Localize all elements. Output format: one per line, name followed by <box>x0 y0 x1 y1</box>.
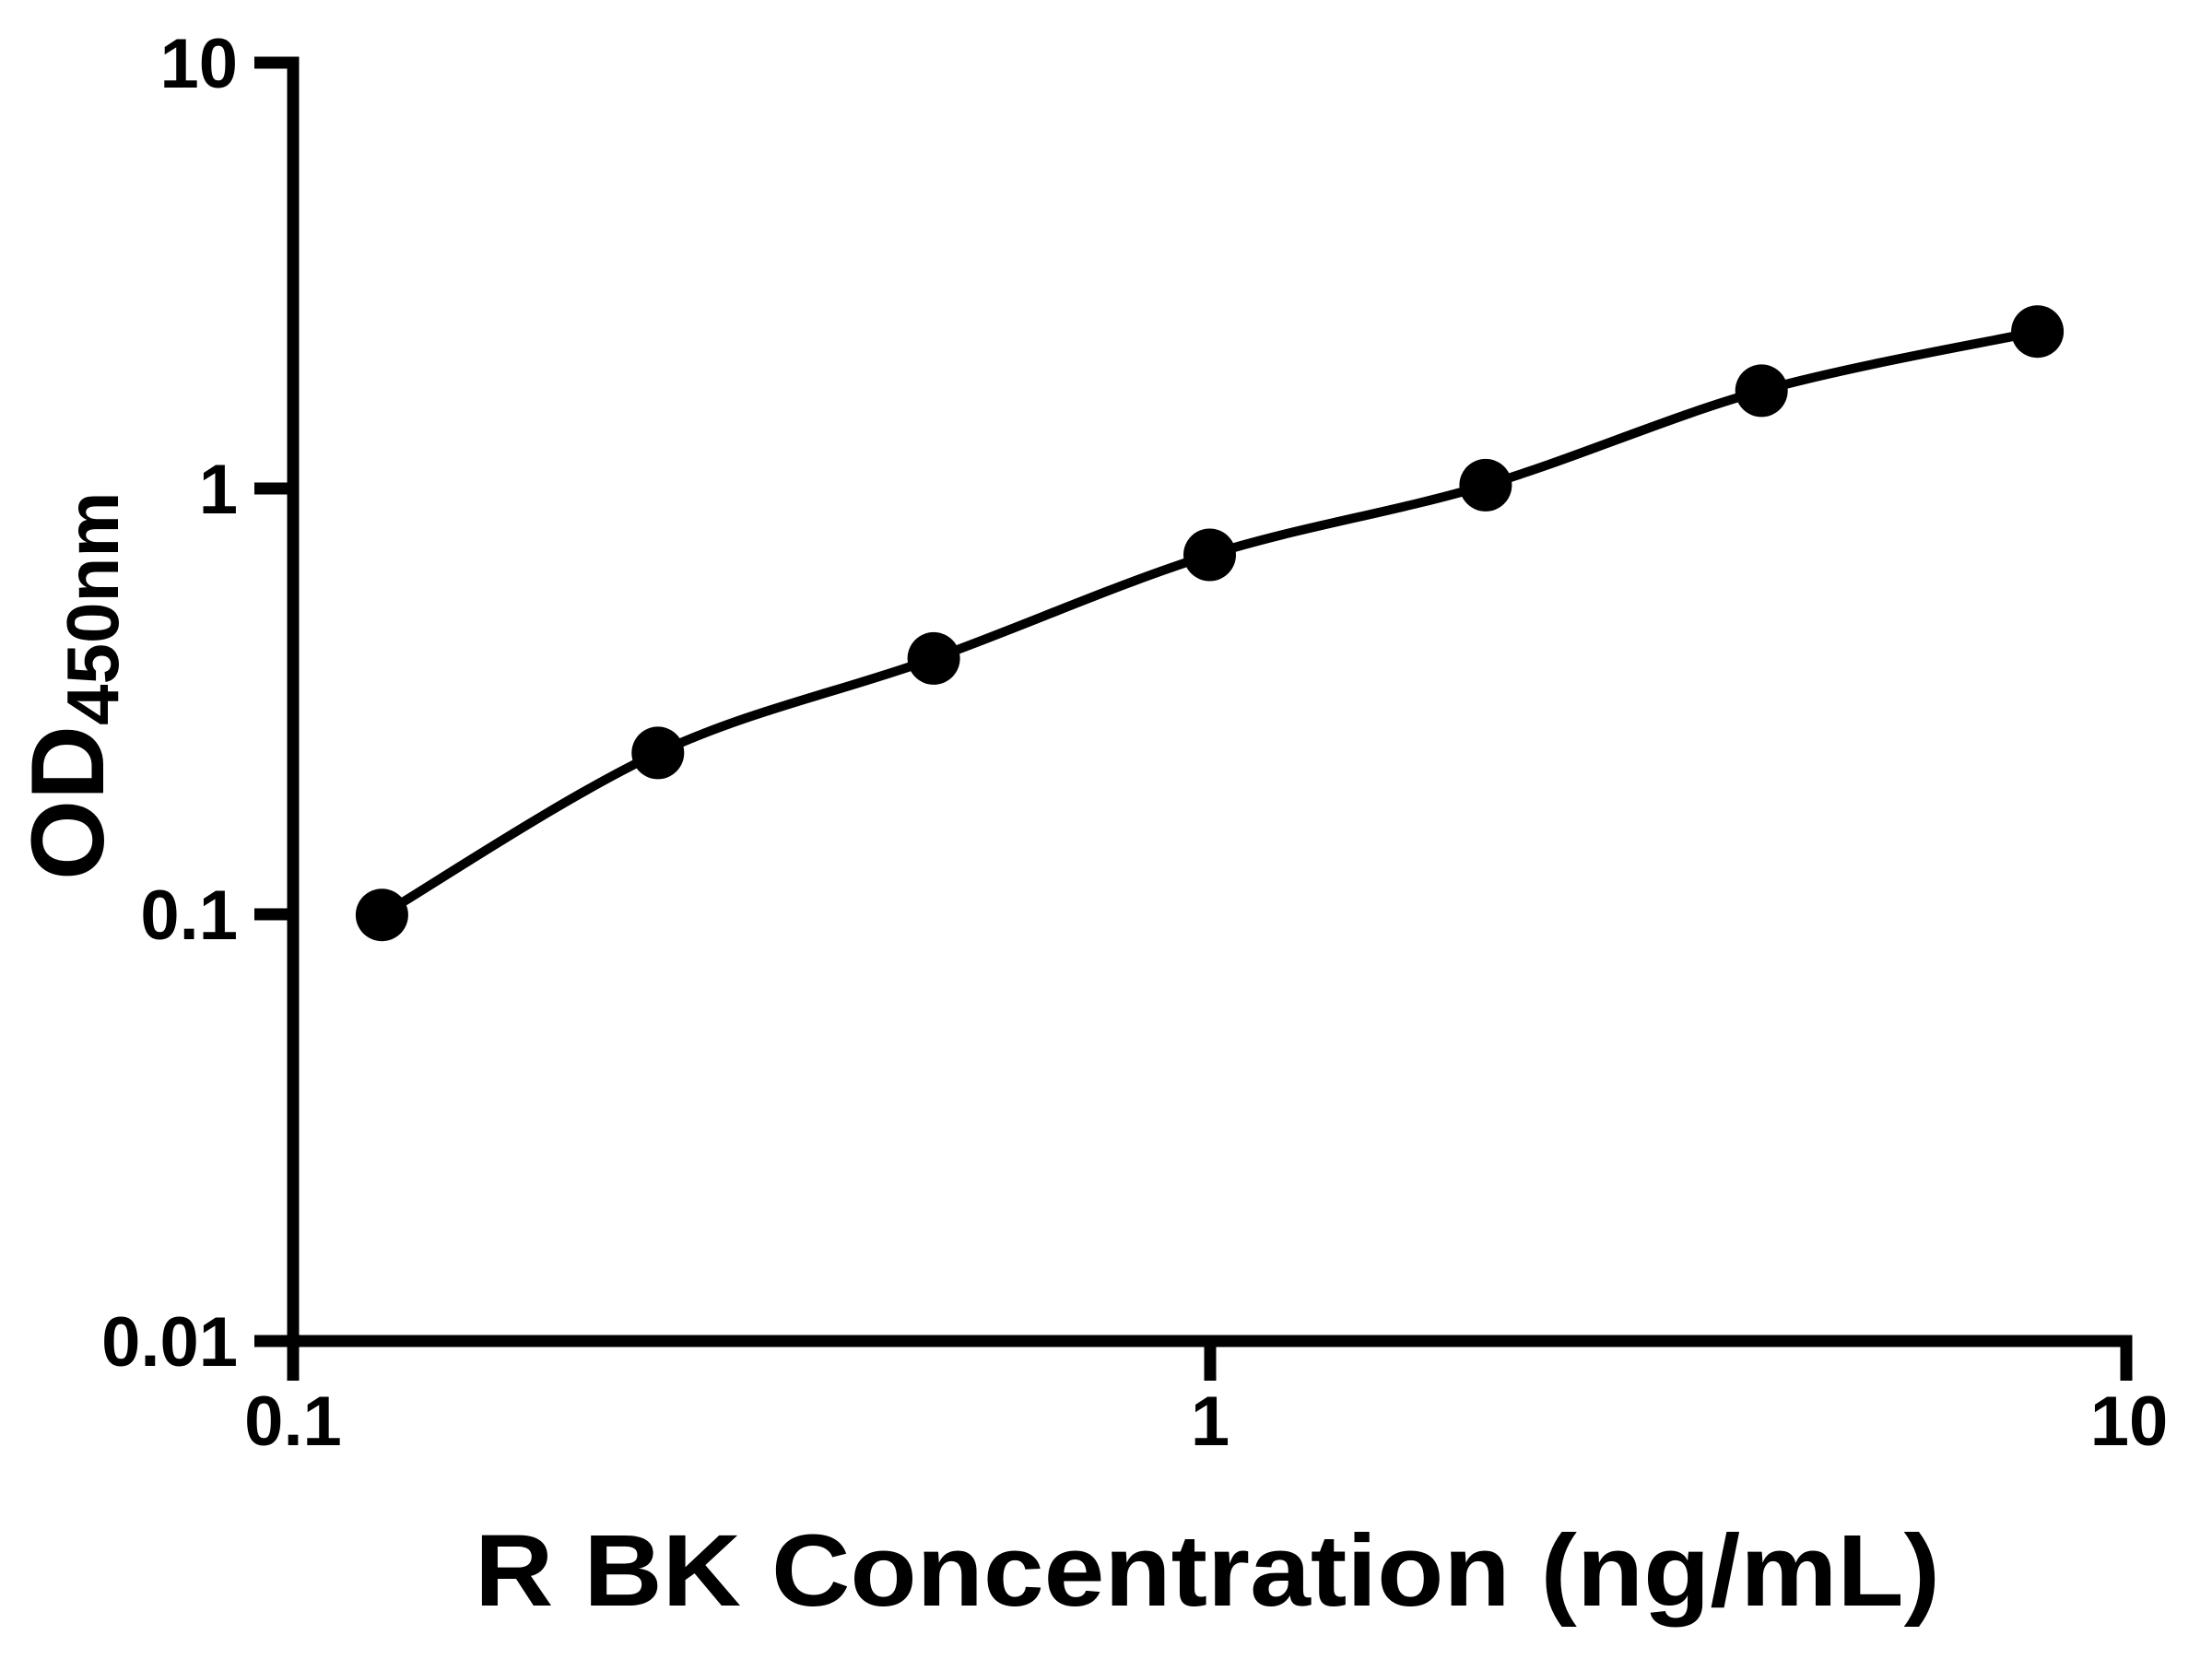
y-tick-label-10: 10 <box>159 25 238 103</box>
data-point <box>1183 528 1236 582</box>
data-point <box>2011 305 2065 359</box>
y-tick-label-1: 1 <box>199 451 238 529</box>
y-axis-title-base: OD <box>10 725 125 880</box>
x-axis-title: R BK Concentration (ng/mL) <box>475 1514 1940 1628</box>
data-points <box>355 305 2065 942</box>
y-axis-title-subscript: 450nm <box>52 492 134 725</box>
data-point <box>907 631 960 685</box>
axes <box>254 56 2133 1381</box>
fit-curve <box>379 326 2039 920</box>
data-point <box>1735 364 1788 418</box>
x-tick-label-0.1: 0.1 <box>244 1382 342 1461</box>
y-tick-label-0.1: 0.1 <box>140 877 238 955</box>
data-point <box>631 726 685 780</box>
y-axis-title: OD450nm <box>10 492 134 880</box>
y-tick-label-0.01: 0.01 <box>101 1303 238 1382</box>
data-point <box>355 888 408 942</box>
x-tick-label-1: 1 <box>1191 1382 1230 1461</box>
data-point <box>1459 458 1512 512</box>
x-tick-label-10: 10 <box>2090 1382 2169 1461</box>
